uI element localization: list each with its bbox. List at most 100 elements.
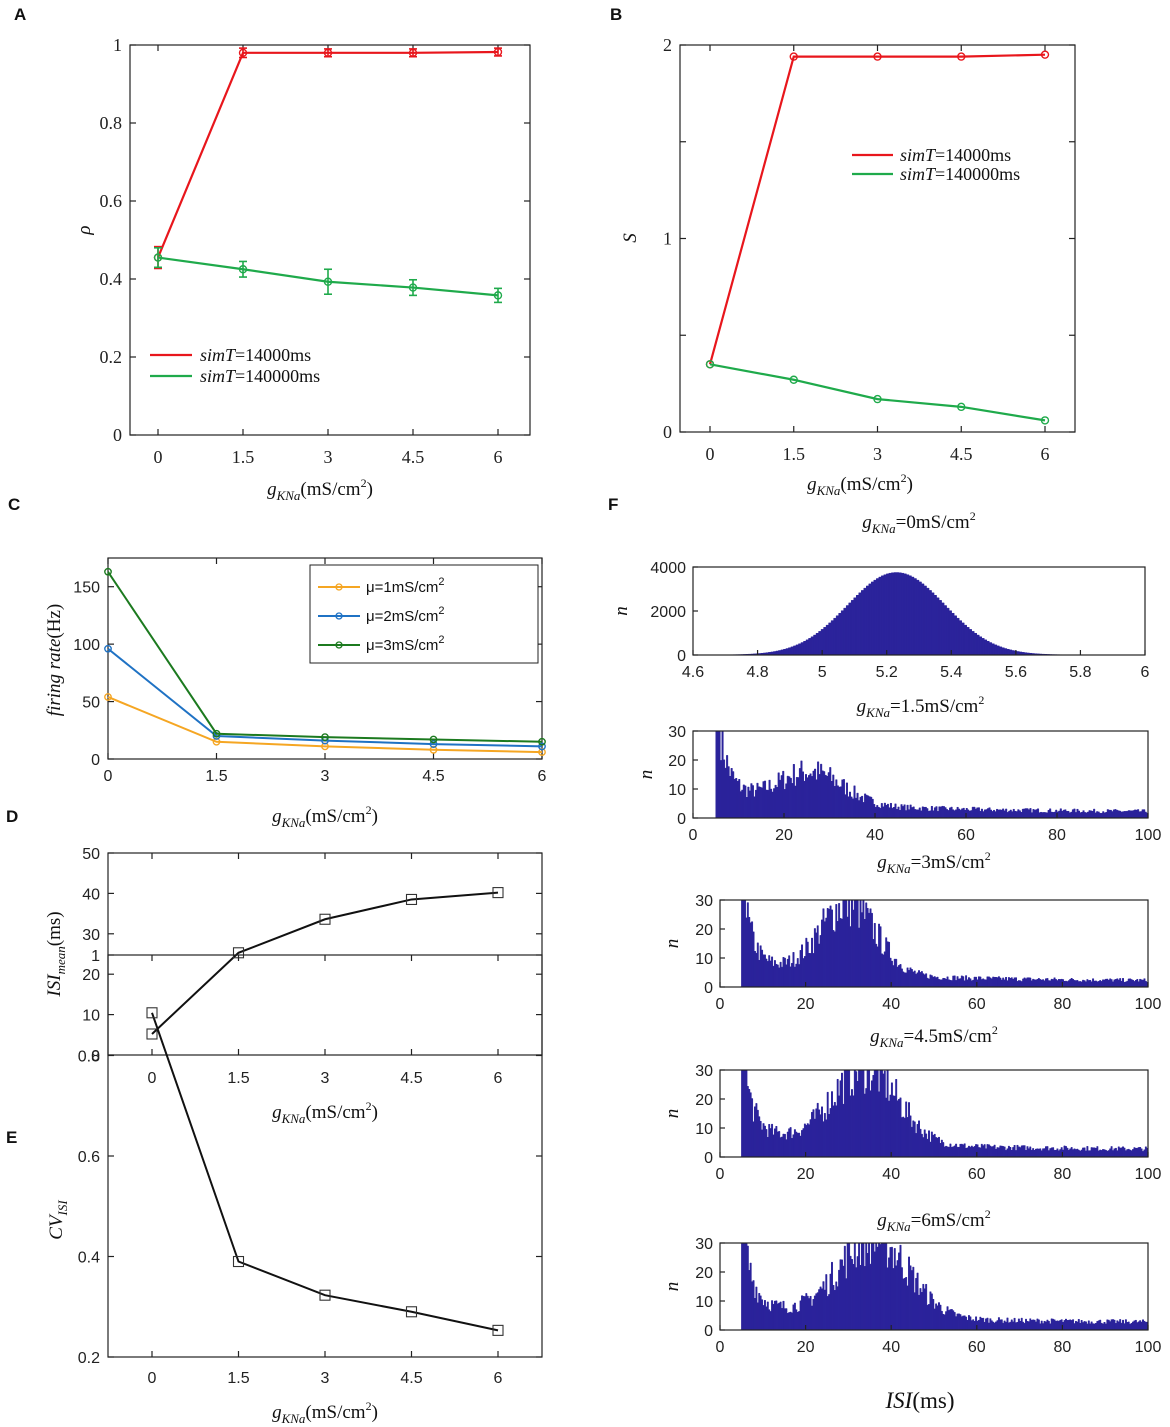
data-point <box>538 737 546 746</box>
x-tick-label: 6 <box>538 768 547 785</box>
series-line-1 <box>709 363 1046 422</box>
x-tick-label: 0 <box>104 768 113 785</box>
histogram-bars <box>741 899 1149 987</box>
y-tick-label: 2000 <box>650 604 686 621</box>
legend-marker <box>335 612 343 620</box>
y-tick-label: 0.2 <box>78 1350 100 1367</box>
data-point <box>957 402 966 412</box>
data-point <box>1040 50 1050 59</box>
data-point <box>405 893 418 906</box>
y-tick-label: 0 <box>91 752 100 769</box>
y-tick-label: 0.6 <box>100 191 123 211</box>
legend-label: μ=3mS/cm2 <box>366 634 445 654</box>
x-tick-label: 60 <box>968 996 986 1013</box>
x-tick-label: 20 <box>797 1166 815 1183</box>
x-tick-label: 3 <box>321 768 330 785</box>
y-tick-label: 0.2 <box>100 347 123 367</box>
data-point <box>538 742 546 751</box>
histogram-bars <box>741 1069 1149 1157</box>
x-tick-label: 1.5 <box>227 1070 249 1087</box>
series-line-2 <box>107 571 543 743</box>
y-tick-label: 30 <box>695 893 713 910</box>
x-tick-label: 5.8 <box>1069 664 1091 681</box>
x-tick-label: 3 <box>873 444 882 464</box>
plot-frame <box>679 44 1076 433</box>
histogram-2: gKNa=3mS/cm2 0 10 20 30 0 20 40 60 80 100 n <box>662 849 1161 1013</box>
data-point <box>429 735 438 744</box>
y-axis-label: n <box>662 1109 683 1119</box>
histogram-4: gKNa=6mS/cm2 0 10 20 30 0 20 40 60 80 100 n <box>662 1207 1161 1356</box>
y-tick-label: 0.4 <box>100 269 123 289</box>
x-tick-label: 5 <box>818 664 827 681</box>
legend-label: simT=140000ms <box>900 164 1020 184</box>
panel-letter-D: D <box>6 807 18 826</box>
x-tick-label: 4.5 <box>400 1370 422 1387</box>
y-tick-label: 0 <box>704 1150 713 1167</box>
y-tick-label: 20 <box>695 1092 713 1109</box>
data-point <box>493 47 503 57</box>
x-tick-label: 4.5 <box>422 768 444 785</box>
y-tick-label: 0.8 <box>78 1049 100 1066</box>
x-axis-label: gKNa(mS/cm2) <box>807 471 913 498</box>
x-tick-label: 0 <box>148 1070 157 1087</box>
x-tick-label: 5.2 <box>876 664 898 681</box>
legend-marker <box>335 641 343 649</box>
x-tick-label: 6 <box>1041 444 1050 464</box>
x-tick-label: 4.5 <box>950 444 973 464</box>
x-tick-label: 40 <box>882 1339 900 1356</box>
data-point <box>146 1007 158 1019</box>
y-tick-label: 4000 <box>650 560 686 577</box>
data-point <box>104 567 112 576</box>
x-tick-label: 40 <box>882 996 900 1013</box>
histogram-bars <box>715 730 1149 818</box>
histogram-title: gKNa=6mS/cm2 <box>877 1207 990 1234</box>
plot-frame <box>129 44 531 436</box>
x-tick-label: 4.5 <box>402 447 425 467</box>
y-tick-label: 1 <box>663 229 672 249</box>
x-tick-label: 80 <box>1054 1339 1072 1356</box>
y-axis-label: CVISI <box>46 1200 70 1240</box>
y-tick-label: 0 <box>113 425 122 445</box>
data-point <box>492 887 504 899</box>
x-tick-label: 0 <box>148 1370 157 1387</box>
x-tick-label: 4.8 <box>746 664 768 681</box>
x-tick-label: 4.6 <box>682 664 704 681</box>
x-tick-label: 0 <box>716 1166 725 1183</box>
series-line-0 <box>708 53 1046 365</box>
plot-frame <box>692 730 1149 819</box>
y-tick-label: 150 <box>73 580 100 597</box>
y-tick-label: 100 <box>73 637 100 654</box>
data-point <box>873 394 882 404</box>
plot-frame <box>719 899 1149 988</box>
x-tick-label: 3 <box>321 1370 330 1387</box>
legend-label: simT=140000ms <box>200 366 320 386</box>
y-axis-label: ISImean(ms) <box>44 911 68 997</box>
y-tick-label: 40 <box>82 886 100 903</box>
histogram-bars <box>741 1242 1149 1330</box>
x-tick-label: 0 <box>154 447 163 467</box>
y-tick-label: 20 <box>695 1265 713 1282</box>
panel-letter-C: C <box>8 495 20 514</box>
x-tick-label: 6 <box>494 1370 503 1387</box>
y-tick-label: 0 <box>704 980 713 997</box>
y-tick-label: 0.6 <box>78 1149 100 1166</box>
panel-letter-E: E <box>6 1128 17 1147</box>
panel-letter-B: B <box>610 5 622 24</box>
y-tick-label: 0 <box>663 422 672 442</box>
histogram-3: gKNa=4.5mS/cm2 0 10 20 30 0 20 40 60 80 100 n <box>662 1023 1161 1183</box>
y-tick-label: 1 <box>113 35 122 55</box>
x-tick-label: 6 <box>1141 664 1150 681</box>
y-axis-label: n <box>662 1282 683 1292</box>
x-tick-label: 3 <box>324 447 333 467</box>
data-point <box>146 1028 158 1040</box>
x-tick-label: 1.5 <box>205 768 227 785</box>
y-tick-label: 0.4 <box>78 1250 100 1267</box>
legend-label: μ=1mS/cm2 <box>366 576 445 596</box>
y-tick-label: 10 <box>695 1294 713 1311</box>
histogram-title: gKNa=1.5mS/cm2 <box>857 693 985 720</box>
data-point <box>238 48 248 57</box>
data-point <box>212 729 221 738</box>
x-tick-label: 40 <box>866 827 884 844</box>
y-tick-label: 30 <box>668 724 686 741</box>
